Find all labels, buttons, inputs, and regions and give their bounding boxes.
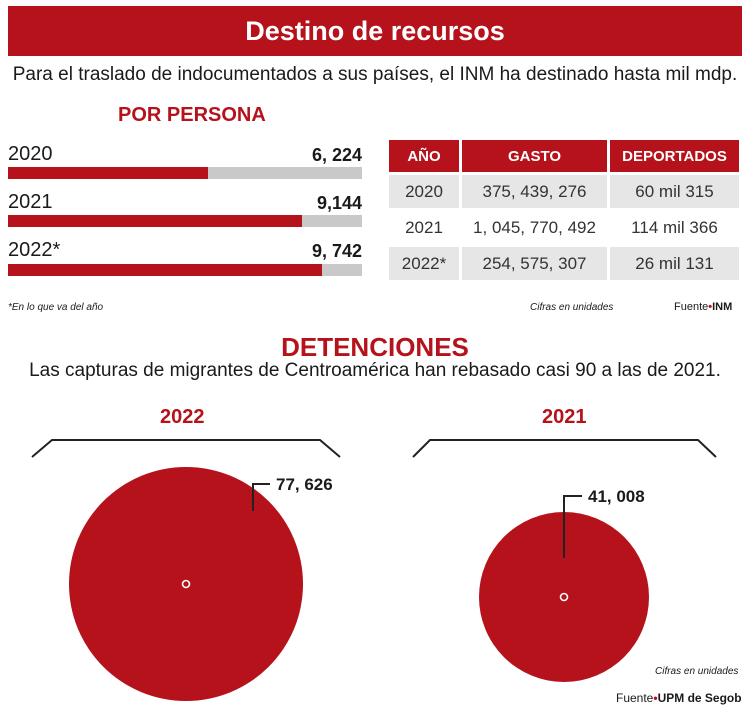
column-header: AÑO xyxy=(389,140,459,172)
bracket-2021 xyxy=(412,439,717,458)
table-cell: 2020 xyxy=(389,175,459,208)
table-cell: 375, 439, 276 xyxy=(462,175,607,208)
bracket-2022 xyxy=(31,439,341,458)
footnote: *En lo que va del año xyxy=(8,302,104,313)
detentions-heading: DETENCIONES xyxy=(281,332,469,362)
table-cell: 26 mil 131 xyxy=(610,247,739,280)
source-prefix: Fuente xyxy=(616,691,654,705)
table-row: 2020 375, 439, 276 60 mil 315 xyxy=(389,175,739,208)
column-header: DEPORTADOS xyxy=(610,140,739,172)
column-header: GASTO xyxy=(462,140,607,172)
source-dot: • xyxy=(653,691,658,705)
table-cell: 1, 045, 770, 492 xyxy=(473,217,596,237)
units-note: Cifras en unidades xyxy=(530,302,614,313)
detentions-subtitle: Las capturas de migrantes de Centroaméri… xyxy=(29,360,721,381)
per-person-heading: POR PERSONA xyxy=(118,104,266,126)
group-year-label: 2022 xyxy=(160,406,205,428)
source-segob: Fuente•UPM de Segob xyxy=(616,691,742,705)
page-subtitle: Para el traslado de indocumentados a sus… xyxy=(12,64,738,85)
bubble-2021 xyxy=(479,512,649,682)
table-cell: 2022* xyxy=(389,247,459,280)
table-row: 2021 1, 045, 770, 492 114 mil 366 xyxy=(389,211,739,244)
bubble-center-dot xyxy=(559,592,569,602)
bubble-2022 xyxy=(69,467,303,701)
table-cell: 2021 xyxy=(405,217,443,237)
leader-line xyxy=(252,483,270,511)
leader-line xyxy=(563,495,582,558)
bubble-value-label: 41, 008 xyxy=(588,487,645,506)
bubble-center-dot xyxy=(181,579,191,589)
group-year-label: 2021 xyxy=(542,406,587,428)
source-prefix: Fuente xyxy=(674,301,709,313)
bubble-value-label: 77, 626 xyxy=(276,475,333,494)
bar-track xyxy=(8,215,362,227)
bar-year-label: 2022* xyxy=(8,239,61,261)
table-row: 2022* 254, 575, 307 26 mil 131 xyxy=(389,247,739,280)
bar-fill xyxy=(8,215,302,227)
page-title: Destino de recursos xyxy=(8,6,742,56)
bar-fill xyxy=(8,167,208,179)
table-cell: 60 mil 315 xyxy=(610,175,739,208)
source-dot: • xyxy=(708,301,713,313)
bar-fill xyxy=(8,264,322,276)
bar-value-label: 6, 224 xyxy=(311,145,362,165)
table-cell: 254, 575, 307 xyxy=(462,247,607,280)
table-header-row: AÑO GASTO DEPORTADOS xyxy=(389,140,739,172)
units-note: Cifras en unidades xyxy=(655,666,739,677)
table-cell: 114 mil 366 xyxy=(631,217,718,237)
source-name: UPM de Segob xyxy=(657,691,742,705)
bar-value-label: 9, 742 xyxy=(311,241,362,261)
source-name: INM xyxy=(712,301,733,313)
bar-track xyxy=(8,264,362,276)
bar-year-label: 2020 xyxy=(8,143,53,165)
bar-track xyxy=(8,167,362,179)
source-inm: Fuente•INM xyxy=(674,301,732,313)
bar-value-label: 9,144 xyxy=(316,193,362,213)
expenses-table: AÑO GASTO DEPORTADOS 2020 375, 439, 276 … xyxy=(386,137,742,283)
bar-year-label: 2021 xyxy=(8,191,53,213)
